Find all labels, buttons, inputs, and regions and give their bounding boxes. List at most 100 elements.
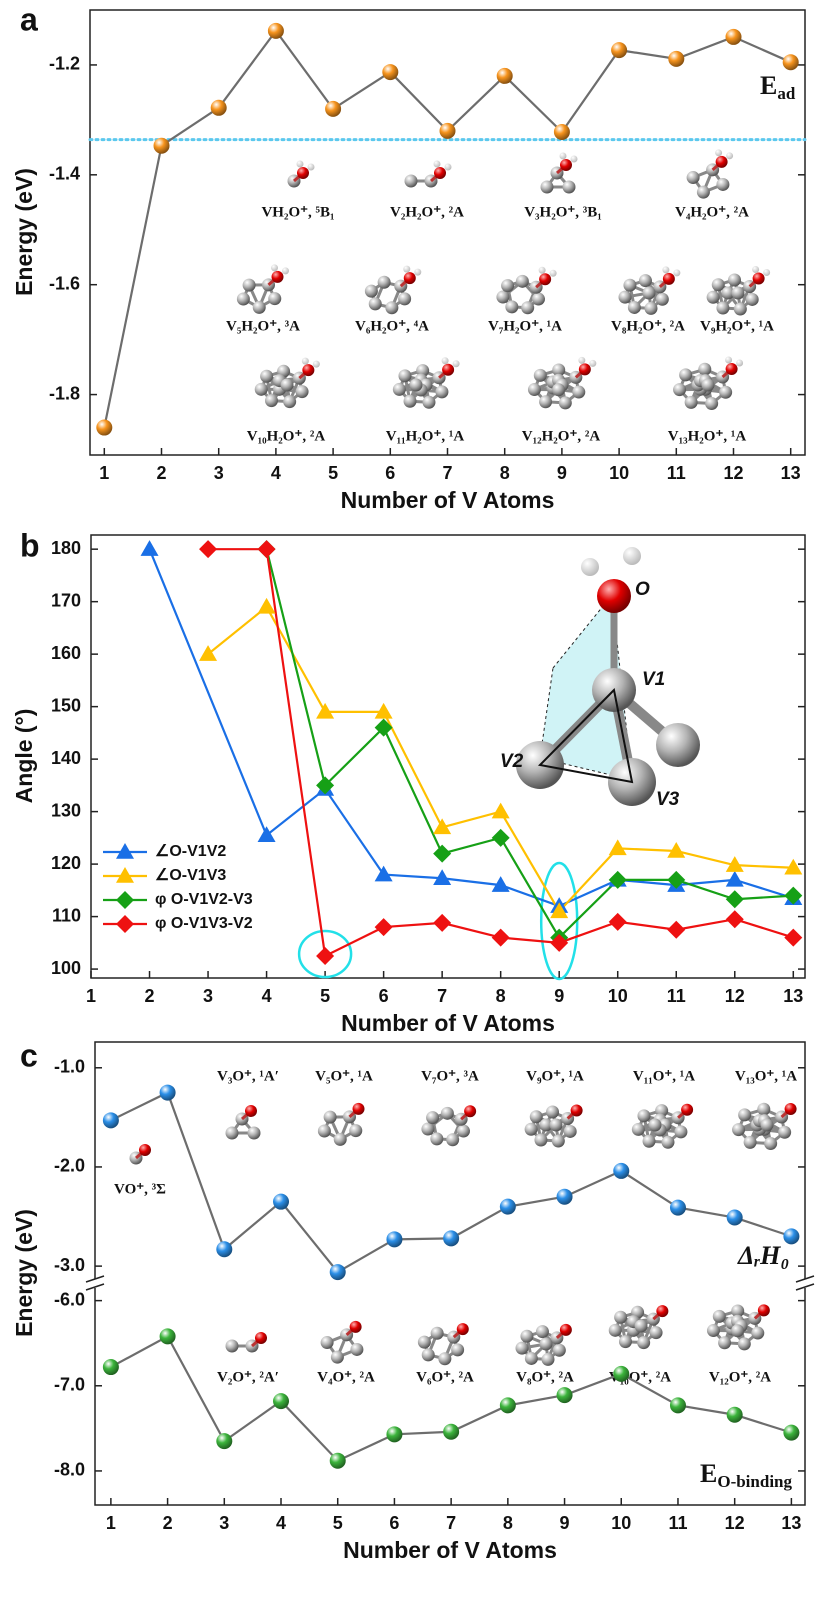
molecule-atom	[763, 269, 770, 276]
molecule-atom	[365, 285, 378, 298]
x-tick-label: 2	[156, 463, 166, 483]
molecule-atom	[255, 383, 268, 396]
annotation: VO⁺, ³Σ	[114, 1181, 166, 1197]
y-tick-label: -6.0	[54, 1289, 85, 1309]
molecule-atom	[331, 1351, 344, 1364]
data-point	[386, 1426, 402, 1442]
molecule-atom	[734, 303, 747, 316]
y-axis-title: Energy (eV)	[11, 1209, 37, 1337]
series-label-text: E	[700, 1459, 717, 1488]
x-tick-label: 3	[203, 986, 213, 1006]
x-tick-label: 10	[609, 463, 629, 483]
molecule-atom	[272, 271, 284, 283]
data-point	[211, 100, 227, 116]
data-point	[500, 1397, 516, 1413]
molecule-atom	[674, 1125, 687, 1138]
annotation: V₈O⁺, ²A	[516, 1369, 574, 1385]
annotation: V₈H₂O⁺, ²A	[611, 318, 685, 334]
panel-label: b	[20, 527, 40, 563]
data-point	[258, 826, 276, 842]
data-point	[433, 914, 451, 932]
data-point	[557, 1387, 573, 1403]
molecule-atom	[725, 356, 732, 363]
x-tick-label: 6	[379, 986, 389, 1006]
data-point	[443, 1230, 459, 1246]
molecule-atom	[532, 293, 545, 306]
data-point	[727, 1210, 743, 1226]
molecule-atom	[751, 1327, 764, 1340]
molecule-atom	[318, 1124, 331, 1137]
molecule-atom	[637, 1109, 650, 1122]
molecule-atom	[539, 267, 546, 274]
legend-marker	[116, 843, 134, 859]
series-label-text: ΔᵣH₀	[737, 1241, 789, 1270]
molecule-atom	[546, 1105, 559, 1118]
y-tick-label: 150	[51, 695, 81, 715]
molecule-atom	[705, 397, 718, 410]
molecule-atom	[716, 178, 729, 191]
molecule-atom	[685, 396, 698, 409]
data-point	[784, 929, 802, 947]
inset-atom	[656, 723, 700, 767]
molecule-atom	[255, 1332, 267, 1344]
molecule-atom	[716, 302, 729, 315]
x-axis-title: Number of V Atoms	[341, 487, 555, 513]
molecule-atom	[707, 1324, 720, 1337]
molecule-atom	[353, 1103, 365, 1115]
molecule-atom	[226, 1127, 239, 1140]
data-point	[330, 1453, 346, 1469]
molecule-atom	[732, 1123, 745, 1136]
legend-label: φ O-V1V3-V2	[155, 915, 253, 932]
data-point	[726, 890, 744, 908]
x-tick-label: 12	[723, 463, 743, 483]
molecule-atom	[525, 1352, 538, 1365]
molecule-atom	[649, 1119, 662, 1132]
series-label: Ead	[760, 71, 796, 103]
legend-marker	[116, 891, 134, 909]
molecule-atom	[619, 1335, 632, 1348]
molecule-atom	[422, 396, 435, 409]
data-point	[670, 1200, 686, 1216]
data-point	[382, 64, 398, 80]
molecule-atom	[650, 1326, 663, 1339]
inset-atom	[623, 547, 641, 565]
data-point	[103, 1112, 119, 1128]
data-point	[160, 1328, 176, 1344]
molecule-atom	[663, 273, 675, 285]
molecule-atom	[643, 287, 656, 300]
molecule-atom	[572, 386, 585, 399]
molecule-atom	[560, 159, 572, 171]
molecule-atom	[707, 291, 720, 304]
x-tick-label: 2	[163, 1513, 173, 1533]
x-tick-label: 10	[611, 1513, 631, 1533]
data-point	[325, 101, 341, 117]
annotation: V₃O⁺, ¹A′	[217, 1068, 279, 1084]
data-point	[557, 1189, 573, 1205]
molecule-atom	[697, 186, 710, 199]
data-point	[268, 23, 284, 39]
molecule-atom	[253, 301, 266, 314]
molecule-atom	[431, 1327, 444, 1340]
x-tick-label: 5	[333, 1513, 343, 1533]
annotation: V₁₁O⁺, ¹A	[633, 1068, 695, 1084]
data-point	[273, 1393, 289, 1409]
data-point	[433, 845, 451, 863]
data-point	[440, 123, 456, 139]
annotation: V₁₀H₂O⁺, ²A	[247, 428, 326, 444]
molecule-atom	[764, 1137, 777, 1150]
series-line	[150, 549, 794, 906]
molecule-atom	[785, 1103, 797, 1115]
y-tick-label: 170	[51, 590, 81, 610]
molecule-atom	[738, 1108, 751, 1121]
molecule-atom	[542, 1353, 555, 1366]
molecule-atom	[496, 291, 509, 304]
data-point	[316, 703, 334, 719]
x-tick-label: 4	[276, 1513, 286, 1533]
molecule-atom	[623, 279, 636, 292]
molecule-atom	[609, 1324, 622, 1337]
molecule-atom	[578, 357, 585, 364]
data-point	[141, 540, 159, 556]
molecule-atom	[589, 360, 596, 367]
y-tick-label: -1.6	[49, 273, 80, 293]
annotation: V₅H₂O⁺, ³A	[226, 318, 300, 334]
